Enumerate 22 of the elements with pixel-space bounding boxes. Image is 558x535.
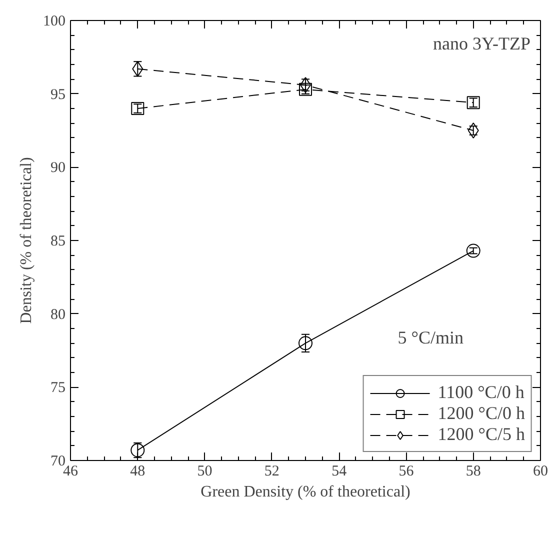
x-tick-label: 54 <box>332 464 348 480</box>
x-tick-label: 52 <box>264 464 280 480</box>
y-axis-title: Density (% of theoretical) <box>18 157 35 324</box>
annotation: nano 3Y-TZP <box>433 34 531 54</box>
x-tick-label: 50 <box>197 464 212 480</box>
x-axis-title: Green Density (% of theoretical) <box>200 484 410 500</box>
y-tick-label: 90 <box>50 160 66 176</box>
annotation: 5 °C/min <box>398 328 464 348</box>
legend-label: 1200 °C/0 h <box>438 403 525 424</box>
x-tick-label: 58 <box>466 464 481 480</box>
y-tick-label: 80 <box>50 306 66 323</box>
legend-label: 1100 °C/0 h <box>438 382 524 403</box>
y-tick-label: 70 <box>50 454 66 470</box>
x-tick-label: 46 <box>63 464 78 480</box>
legend-label: 1200 °C/5 h <box>438 424 525 445</box>
x-tick-label: 56 <box>398 464 414 480</box>
y-tick-label: 85 <box>50 234 66 250</box>
y-tick-label: 100 <box>43 14 66 30</box>
x-tick-label: 48 <box>130 464 146 480</box>
x-tick-label: 60 <box>533 464 548 480</box>
y-tick-label: 95 <box>50 86 66 103</box>
y-tick-label: 75 <box>50 380 66 396</box>
